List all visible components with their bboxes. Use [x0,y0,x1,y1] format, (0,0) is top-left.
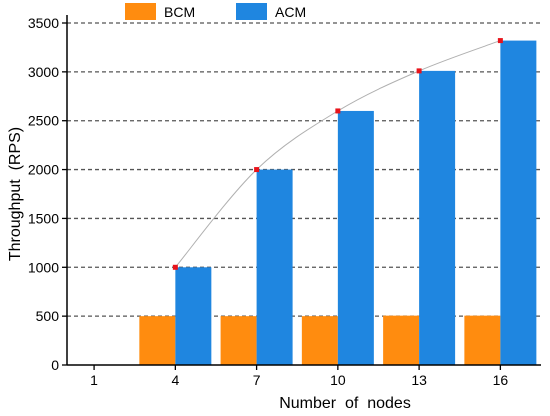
bars [139,40,537,366]
legend-swatch-acm [236,3,267,20]
bar-bcm-10 [301,316,338,365]
y-tick-label: 0 [51,357,59,373]
x-tick-label: 1 [90,372,98,388]
y-tick-label: 3500 [28,15,59,31]
x-tick-label: 7 [253,372,261,388]
x-axis-label: Number of nodes [279,395,411,412]
trend-marker-4 [172,264,178,270]
trend-marker-7 [254,167,260,173]
bar-acm-7 [256,169,293,365]
bar-bcm-7 [220,316,257,365]
x-tick-label: 16 [493,372,509,388]
legend-label-acm: ACM [275,4,306,20]
y-tick-label: 1500 [28,210,59,226]
y-tick-label: 2000 [28,162,59,178]
y-tick-label: 1000 [28,259,59,275]
legend-label-bcm: BCM [164,4,195,20]
bar-bcm-4 [139,316,176,365]
trend-marker-16 [497,38,503,44]
trend-line [172,38,503,270]
x-tick-label: 4 [171,372,179,388]
y-tick-label: 500 [36,308,60,324]
bar-acm-16 [500,40,537,366]
bar-acm-13 [419,70,456,365]
grid-lines [67,22,541,317]
x-tick-label: 13 [411,372,427,388]
trend-marker-10 [335,108,341,114]
x-tick-label: 10 [330,372,346,388]
y-tick-label: 2500 [28,113,59,129]
bar-acm-4 [175,267,212,365]
bar-acm-10 [337,110,374,365]
trend-marker-13 [416,68,422,74]
trend-curve [174,40,501,268]
legend-swatch-bcm [125,3,156,20]
y-axis-label: Throughput (RPS) [7,127,24,261]
legend: BCM ACM [125,3,306,20]
y-tick-label: 3000 [28,64,59,80]
bar-bcm-13 [383,315,420,365]
tick-labels: 0 500 1000 1500 2000 2500 3000 3500 1 4 7 10 13 16 [28,15,509,388]
bar-bcm-16 [464,315,501,365]
axes [62,15,541,370]
